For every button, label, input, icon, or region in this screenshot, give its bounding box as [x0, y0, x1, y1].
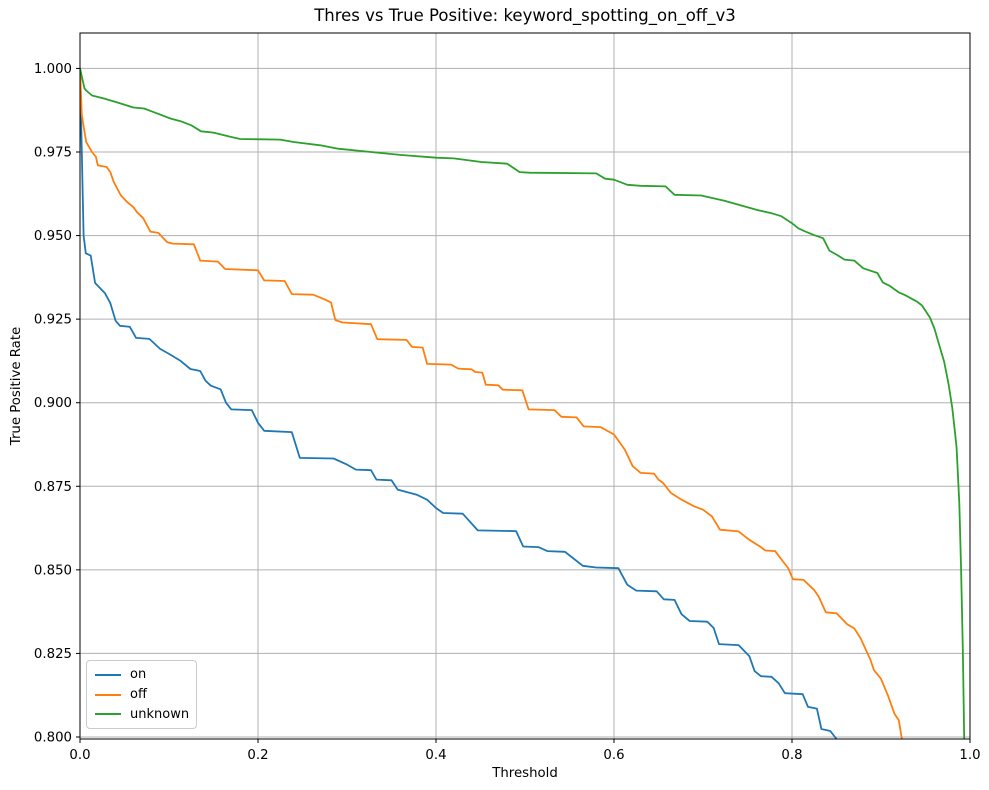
y-tick-label: 0.925 [34, 313, 72, 328]
chart-title: Thres vs True Positive: keyword_spotting… [314, 6, 736, 25]
x-tick-label: 0.2 [247, 748, 268, 763]
x-tick-label: 0.4 [425, 748, 446, 763]
legend-label-on: on [130, 667, 147, 683]
y-tick-label: 0.850 [34, 563, 72, 578]
legend-row-unknown: unknown [94, 704, 189, 724]
y-tick-label: 0.950 [34, 229, 72, 244]
curve-unknown [80, 67, 966, 739]
y-tick-label: 0.800 [34, 731, 72, 746]
legend: on off unknown [86, 660, 198, 729]
legend-label-off: off [130, 687, 147, 702]
curve-on [80, 67, 838, 739]
y-tick-label: 0.825 [34, 647, 72, 662]
x-tick-label: 1.0 [959, 748, 980, 763]
y-tick-label: 0.900 [34, 396, 72, 411]
legend-label-unknown: unknown [130, 706, 190, 722]
y-tick-label: 0.975 [34, 146, 72, 161]
legend-row-on: on [94, 665, 189, 685]
axes-spines [79, 32, 971, 740]
legend-line-swatch-off [95, 693, 121, 696]
curve-off [80, 67, 903, 739]
legend-line-swatch-unknown [95, 713, 121, 716]
y-tick-label: 1.000 [34, 62, 72, 77]
x-tick-label: 0.6 [603, 748, 624, 763]
legend-line-swatch-on [95, 673, 121, 676]
x-tick-label: 0.8 [781, 748, 802, 763]
x-tick-label: 0.0 [69, 748, 90, 763]
legend-row-off: off [94, 685, 189, 705]
y-tick-label: 0.875 [34, 480, 72, 495]
y-axis-label: True Positive Rate [9, 327, 24, 446]
x-axis-label: Threshold [491, 766, 558, 781]
